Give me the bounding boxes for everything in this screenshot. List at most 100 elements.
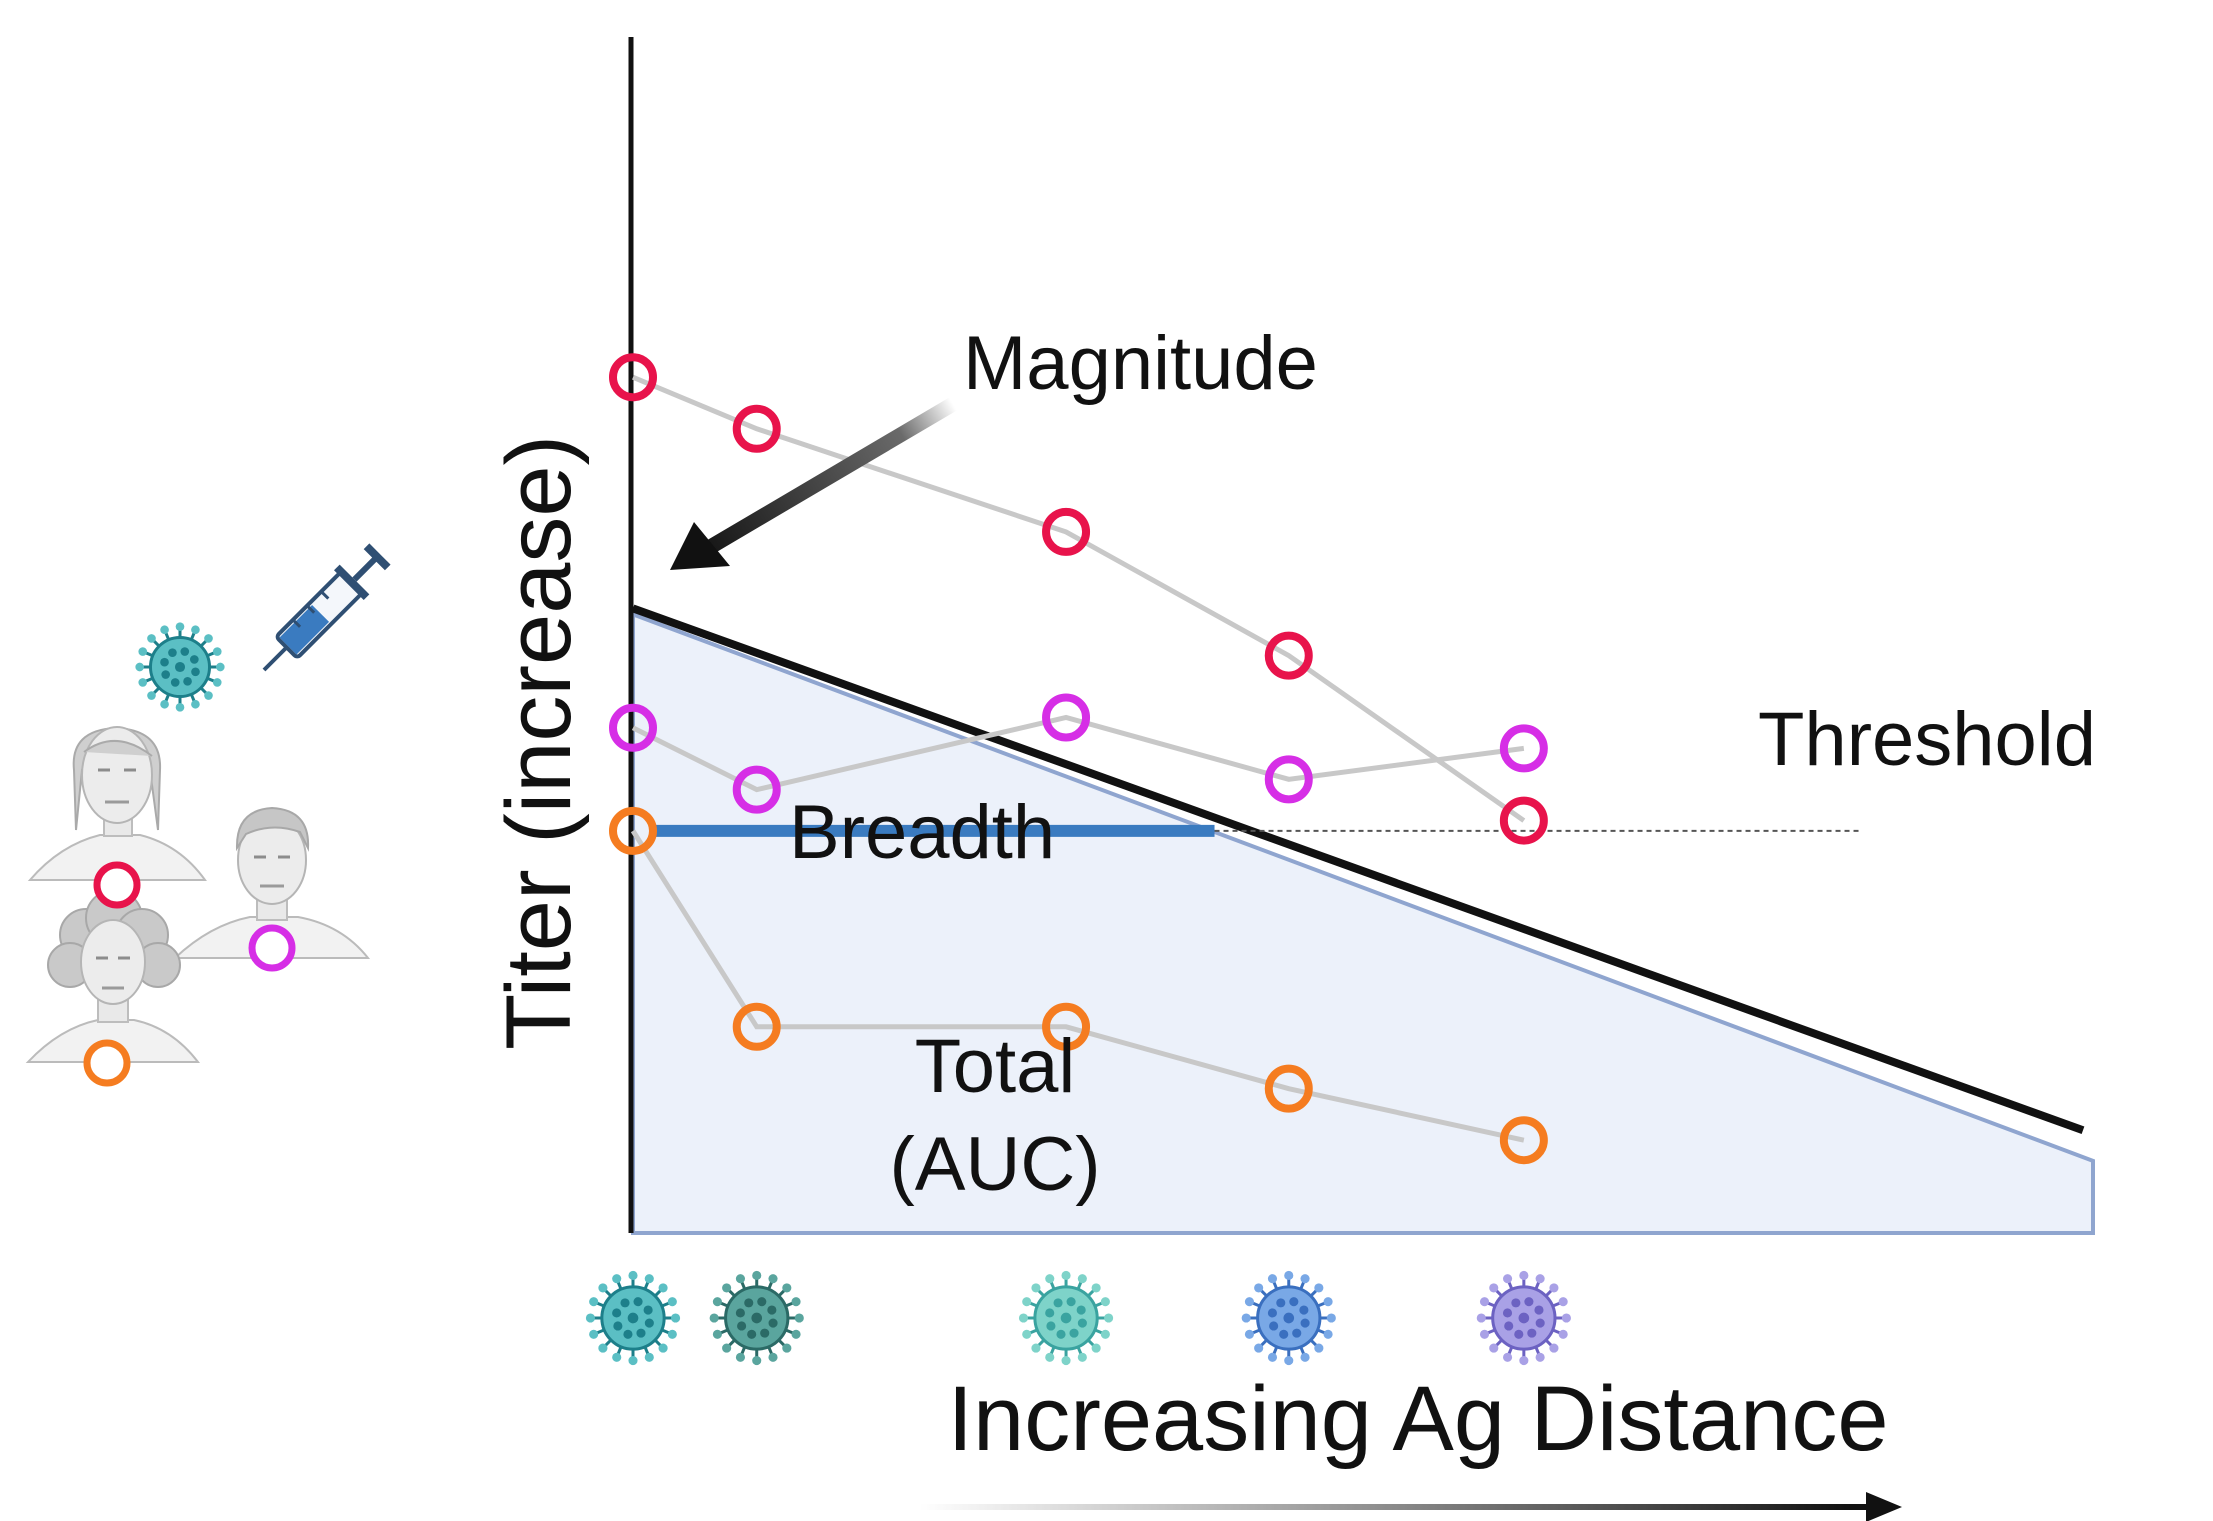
virus-dot (1060, 1312, 1072, 1324)
virus-spike-tip (1077, 1274, 1087, 1284)
virus-spike-tip (1476, 1313, 1486, 1323)
virus-spike-tip (658, 1283, 668, 1293)
virus-spike-tip (1314, 1283, 1324, 1293)
woman-portrait-icon (27, 726, 207, 881)
virus-spike-tip (1254, 1343, 1264, 1353)
virus-spike-tip (1061, 1270, 1071, 1280)
virus-icon (1018, 1270, 1114, 1366)
virus-spike-tip (589, 1329, 599, 1339)
data-point-magenta-4 (1264, 755, 1313, 804)
data-point-magenta-2 (732, 765, 781, 814)
virus-dot (1527, 1328, 1537, 1338)
data-point-magenta-3 (1042, 693, 1091, 742)
virus-dot (767, 1305, 777, 1315)
virus-spike-tip (712, 1329, 722, 1339)
data-point-red-3 (1042, 507, 1091, 556)
threshold-label: Threshold (1758, 697, 2096, 782)
virus-dot (744, 1298, 754, 1308)
syringe-icon (262, 543, 391, 672)
virus-dot (1046, 1321, 1056, 1331)
virus-spike-tip (1100, 1329, 1110, 1339)
virus-spike-tip (212, 678, 222, 687)
virus-icon (709, 1270, 804, 1366)
virus-spike-tip (1503, 1274, 1513, 1284)
y-axis-label: Titer (increase) (488, 435, 590, 1050)
virus-spike-tip (667, 1297, 677, 1307)
virus-spike-tip (628, 1356, 638, 1366)
virus-spike-tip (1479, 1329, 1490, 1339)
virus-dot (751, 1312, 763, 1324)
virus-spike-tip (1479, 1297, 1490, 1307)
virus-dot (1267, 1308, 1277, 1318)
virus-dot (757, 1297, 767, 1307)
series-line-orange (630, 829, 1525, 1143)
virus-spike-tip (1254, 1283, 1264, 1293)
virus-spike-tip (147, 691, 156, 700)
virus-spike-tip (1244, 1297, 1255, 1307)
virus-spike-tip (138, 647, 148, 656)
virus-spike-tip (735, 1274, 746, 1284)
virus-spike-tip (667, 1329, 677, 1339)
data-point-orange-5 (1499, 1116, 1548, 1165)
series-layer (609, 353, 1548, 1165)
virus-spike-tip (1519, 1356, 1529, 1366)
virus-dot (612, 1308, 622, 1318)
virus-dot (627, 1312, 639, 1324)
virus-spike-tip (147, 634, 156, 643)
virus-spike-tip (1267, 1352, 1278, 1362)
virus-dot (174, 661, 186, 673)
x-axis-label: Increasing Ag Distance (948, 1368, 1889, 1470)
virus-spike-tip (1284, 1270, 1294, 1280)
virus-spike-tip (1061, 1356, 1071, 1366)
virus-dot (643, 1305, 653, 1315)
virus-dot (644, 1318, 654, 1328)
virus-spike-tip (1077, 1352, 1087, 1362)
data-point-orange-2 (732, 1002, 781, 1051)
virus-spike-tip (1104, 1313, 1114, 1323)
virus-spike-tip (768, 1352, 778, 1362)
virus-dot (613, 1321, 623, 1331)
virus-dot (768, 1318, 778, 1328)
x-axis-direction-arrow (920, 1492, 1902, 1521)
virus-spike-tip (709, 1313, 719, 1323)
virus-dot (760, 1328, 770, 1338)
virus-spike-tip (589, 1297, 599, 1307)
virus-spike-tip (585, 1313, 595, 1323)
virus-dot (191, 667, 200, 677)
virus-spike-tip (1241, 1313, 1251, 1323)
virus-dot (1299, 1305, 1309, 1315)
plot-area (609, 37, 2095, 1235)
virus-dot (1514, 1329, 1524, 1339)
series-line-red (632, 374, 1526, 823)
virus-spike-tip (1018, 1313, 1029, 1323)
virus-dot (160, 657, 169, 667)
data-point-orange-1 (609, 806, 657, 855)
virus-dot (1518, 1312, 1530, 1324)
virus-icon (1241, 1270, 1336, 1366)
virus-spike-tip (712, 1297, 722, 1307)
virus-dot (1524, 1297, 1534, 1307)
virus-dot (1069, 1328, 1079, 1338)
virus-dot (633, 1297, 643, 1307)
virus-dot (161, 670, 170, 679)
virus-dot (170, 678, 180, 687)
virus-dot (190, 655, 199, 664)
virus-spike-tip (658, 1343, 668, 1353)
vaccine-virus-shape (135, 622, 225, 712)
virus-spike-tip (612, 1352, 622, 1362)
virus-dot (1077, 1318, 1087, 1328)
data-point-red-1 (609, 353, 657, 402)
virus-dot (180, 647, 190, 656)
virus-dot (1269, 1321, 1279, 1331)
magnitude-label: Magnitude (963, 321, 1318, 406)
magnitude-line (631, 604, 2085, 1134)
virus-spike-tip (1489, 1283, 1499, 1293)
virus-spike-tip (204, 691, 213, 700)
virus-spike-tip (782, 1343, 792, 1353)
vaccinated-cohort-panel (25, 543, 391, 1087)
data-point-orange-4 (1264, 1064, 1313, 1113)
virus-spike-tip (1091, 1283, 1101, 1293)
virus-spike-tip (791, 1297, 801, 1307)
virus-spike-tip (216, 662, 225, 672)
